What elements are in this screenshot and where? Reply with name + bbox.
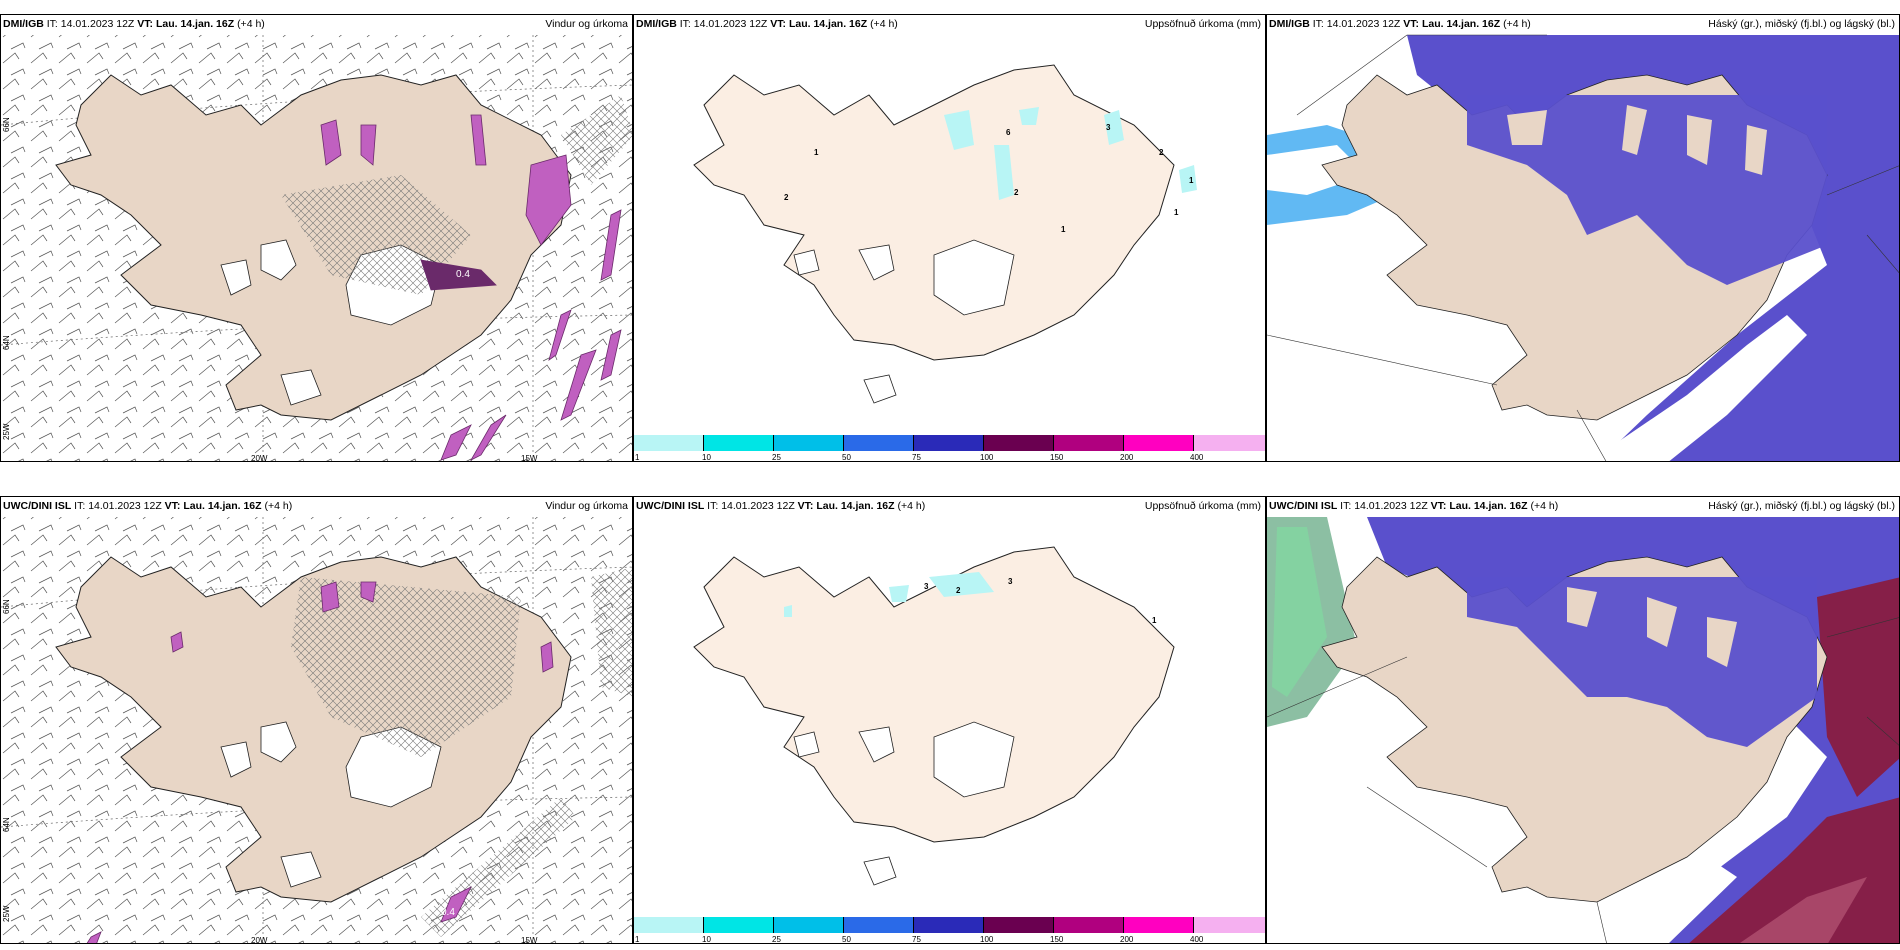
colorbar-cell [1194,435,1265,451]
lon-label-15w: 15W [521,936,538,944]
lat-label-64n: 64N [2,817,11,832]
svg-text:1: 1 [814,148,819,157]
colorbar-cell [704,917,774,933]
colorbar-tick: 50 [842,453,851,462]
colorbar-cell [914,917,984,933]
wind-map: 0.4 20W 15W 66N 64N 25W [1,35,632,462]
svg-text:1: 1 [1174,208,1179,217]
panel-wind-uwc: UWC/DINI ISL IT: 14.01.2023 12Z VT: Lau.… [0,496,633,944]
panel-header: UWC/DINI ISL IT: 14.01.2023 12Z VT: Lau.… [1269,500,1559,512]
svg-text:2: 2 [1014,188,1019,197]
wind-value-label: 0.4 [441,907,455,918]
precip-colorbar: 1 10 25 50 75 100 150 200 400 [634,435,1265,462]
svg-text:3: 3 [1106,123,1111,132]
svg-text:1: 1 [1061,225,1066,234]
precip-map: 2 3 3 1 [693,546,1175,886]
iceland-outline [1321,556,1828,903]
precip-patches [86,581,554,943]
panel-precip-dmi: DMI/IGB IT: 14.01.2023 12Z VT: Lau. 14.j… [633,14,1266,462]
colorbar-cell [844,435,914,451]
colorbar-tick: 10 [702,453,711,462]
colorbar-tick: 10 [702,935,711,944]
colorbar-tick: 400 [1190,935,1204,944]
colorbar-cell [1054,917,1124,933]
panel-header: DMI/IGB IT: 14.01.2023 12Z VT: Lau. 14.j… [3,18,265,30]
colorbar-tick: 25 [772,935,781,944]
lon-label-20w: 20W [251,454,268,462]
colorbar-tick: 1 [635,935,640,944]
iceland-outline [693,64,1175,404]
lon-label-15w: 15W [521,454,538,462]
lat-label-64n: 64N [2,335,11,350]
colorbar-tick: 100 [980,453,994,462]
colorbar-cell [844,917,914,933]
svg-text:1: 1 [1152,616,1157,625]
wind-value-label: 0.4 [456,269,470,280]
colorbar-tick: 50 [842,935,851,944]
svg-text:3: 3 [1008,577,1013,586]
colorbar-cell [704,435,774,451]
lat-label-66n: 66N [2,599,11,614]
colorbar-cell [984,917,1054,933]
cloud-map [1267,517,1899,943]
precip-patches [784,572,994,617]
colorbar-cell [984,435,1054,451]
svg-text:6: 6 [1006,128,1011,137]
precip-value-labels: 1 2 6 3 2 1 1 2 1 [784,123,1194,234]
colorbar-cell [774,435,844,451]
svg-text:1: 1 [1189,176,1194,185]
precip-patches [944,107,1197,200]
panel-header: UWC/DINI ISL IT: 14.01.2023 12Z VT: Lau.… [3,500,293,512]
colorbar-tick: 1 [635,453,640,462]
colorbar-tick: 25 [772,453,781,462]
panel-title: Uppsöfnuð úrkoma (mm) [1144,18,1261,30]
panel-cloud-dmi: DMI/IGB IT: 14.01.2023 12Z VT: Lau. 14.j… [1266,14,1900,462]
panel-title: Vindur og úrkoma [545,500,628,512]
colorbar-cell [1124,917,1194,933]
iceland-outline [693,546,1175,886]
lat-label-25w: 25W [2,423,11,440]
colorbar-cell [1194,917,1265,933]
lat-label-66n: 66N [2,117,11,132]
colorbar-tick: 200 [1120,453,1134,462]
colorbar-tick: 200 [1120,935,1134,944]
iceland-outline [1321,74,1828,421]
lat-label-25w: 25W [2,905,11,922]
panel-wind-dmi: DMI/IGB IT: 14.01.2023 12Z VT: Lau. 14.j… [0,14,633,462]
panel-header: UWC/DINI ISL IT: 14.01.2023 12Z VT: Lau.… [636,500,926,512]
colorbar-cell [1054,435,1124,451]
svg-text:3: 3 [924,582,929,591]
svg-text:2: 2 [1159,148,1164,157]
panel-precip-uwc: UWC/DINI ISL IT: 14.01.2023 12Z VT: Lau.… [633,496,1266,944]
colorbar-cell [774,917,844,933]
precip-map: 1 2 6 3 2 1 1 2 1 [693,64,1197,404]
panel-title: Háský (gr.), miðský (fj.bl.) og lágský (… [1708,18,1895,30]
wind-map: 0.4 20W 15W 66N 64N 25W [1,517,632,944]
cloud-map [1267,34,1899,461]
precip-patches [320,114,622,461]
colorbar-cell [1124,435,1194,451]
panel-cloud-uwc: UWC/DINI ISL IT: 14.01.2023 12Z VT: Lau.… [1266,496,1900,944]
colorbar-cell [634,917,704,933]
precip-colorbar: 1 10 25 50 75 100 150 200 400 [634,917,1265,944]
panel-title: Háský (gr.), miðský (fj.bl.) og lágský (… [1708,500,1895,512]
colorbar-tick: 75 [912,453,921,462]
precip-value-labels: 2 3 3 1 [924,577,1157,625]
colorbar-tick: 100 [980,935,994,944]
lon-label-20w: 20W [251,936,268,944]
panel-title: Vindur og úrkoma [545,18,628,30]
panel-header: DMI/IGB IT: 14.01.2023 12Z VT: Lau. 14.j… [1269,18,1531,30]
svg-text:2: 2 [784,193,789,202]
colorbar-tick: 150 [1050,935,1064,944]
colorbar-tick: 150 [1050,453,1064,462]
panel-header: DMI/IGB IT: 14.01.2023 12Z VT: Lau. 14.j… [636,18,898,30]
svg-text:2: 2 [956,586,961,595]
panel-title: Uppsöfnuð úrkoma (mm) [1144,500,1261,512]
colorbar-cell [914,435,984,451]
colorbar-cell [634,435,704,451]
colorbar-tick: 75 [912,935,921,944]
colorbar-tick: 400 [1190,453,1204,462]
